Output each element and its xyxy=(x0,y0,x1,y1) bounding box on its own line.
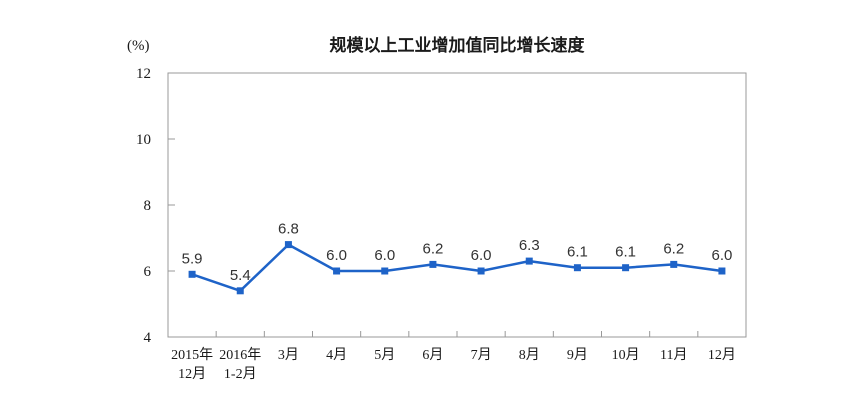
plot-border xyxy=(167,72,747,338)
y-axis-unit-label: (%) xyxy=(127,38,150,54)
data-point-marker xyxy=(573,264,581,272)
x-tick-label: 4月 xyxy=(326,347,347,363)
data-point-marker xyxy=(718,267,726,275)
x-tick-label: 12月 xyxy=(708,347,736,363)
x-tick-label: 9月 xyxy=(567,347,588,363)
data-label: 6.2 xyxy=(663,240,684,257)
data-label: 5.4 xyxy=(230,267,251,284)
data-point-marker xyxy=(477,267,485,275)
x-tick-label: 7月 xyxy=(471,347,492,363)
data-label: 6.8 xyxy=(278,221,299,238)
data-label: 6.3 xyxy=(519,237,540,254)
data-point-marker xyxy=(670,260,678,268)
x-axis-ticks xyxy=(215,331,699,337)
y-axis: 4 6 8 10 12 xyxy=(136,66,175,346)
chart-title: 规模以上工业增加值同比增长速度 xyxy=(329,36,585,55)
x-tick-label: 2016年 xyxy=(219,347,261,363)
x-tick-label: 2015年 xyxy=(171,347,213,363)
data-point-marker xyxy=(284,241,292,249)
data-point-marker xyxy=(236,287,244,295)
data-label: 6.0 xyxy=(326,247,347,264)
data-point-marker xyxy=(622,264,630,272)
data-points: 5.9 5.4 6.8 6.0 6.0 6.2 6.0 6.3 6.1 6.1 6.2 6.0 xyxy=(182,221,732,295)
x-tick-label: 11月 xyxy=(660,347,687,363)
x-tick-label: 3月 xyxy=(278,347,299,363)
data-point-marker xyxy=(381,267,389,275)
data-label: 6.0 xyxy=(711,247,732,264)
data-series-line xyxy=(190,243,724,293)
x-tick-label: 10月 xyxy=(612,347,640,363)
data-point-marker xyxy=(333,267,341,275)
x-tick-label: 5月 xyxy=(374,347,395,363)
data-label: 6.1 xyxy=(567,244,588,261)
x-axis-labels: 2015年 12月 2016年 1-2月 3月 4月 5月 6月 7月 8月 9月 10月 11月 12月 xyxy=(171,347,736,382)
x-tick-label: 6月 xyxy=(422,347,443,363)
y-tick-label: 6 xyxy=(144,264,152,280)
data-point-marker xyxy=(188,270,196,278)
data-label: 6.1 xyxy=(615,244,636,261)
data-point-marker xyxy=(525,257,533,265)
x-tick-label: 12月 xyxy=(178,366,206,382)
data-label: 6.2 xyxy=(422,240,443,257)
data-point-marker xyxy=(429,260,437,268)
data-label: 5.9 xyxy=(182,250,203,267)
y-tick-label: 4 xyxy=(144,330,152,346)
x-tick-label: 1-2月 xyxy=(224,366,257,382)
y-tick-label: 12 xyxy=(136,66,151,82)
y-tick-label: 10 xyxy=(136,132,151,148)
y-tick-label: 8 xyxy=(144,198,152,214)
data-label: 6.0 xyxy=(471,247,492,264)
x-tick-label: 8月 xyxy=(519,347,540,363)
data-label: 6.0 xyxy=(374,247,395,264)
